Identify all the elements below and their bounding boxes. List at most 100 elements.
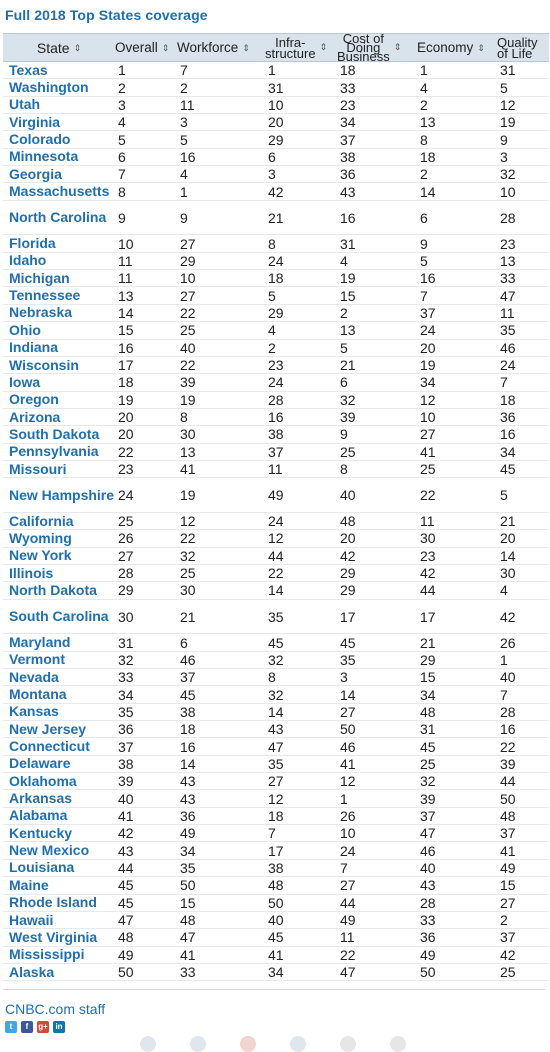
linkedin-icon[interactable]: in [53, 1021, 65, 1033]
share-circle-icon[interactable] [190, 1036, 206, 1052]
google-plus-icon[interactable]: g+ [37, 1021, 49, 1033]
state-name-link[interactable]: South Dakota [9, 425, 100, 442]
state-name-link[interactable]: South Carolina [9, 608, 109, 624]
rank-cell: 9 [340, 426, 348, 443]
state-name-link[interactable]: Rhode Island [9, 894, 97, 911]
state-name-link[interactable]: Ohio [9, 321, 41, 338]
rank-cell: 27 [118, 547, 134, 564]
rank-cell: 39 [500, 755, 516, 772]
rank-cell: 38 [180, 703, 196, 720]
state-name-link[interactable]: Montana [9, 686, 67, 703]
state-name-link[interactable]: Texas [9, 61, 48, 78]
sort-icon[interactable]: ⇕ [393, 42, 402, 52]
state-name-link[interactable]: Oklahoma [9, 772, 77, 789]
sort-icon[interactable]: ⇕ [477, 42, 485, 53]
footer-divider [3, 989, 546, 990]
column-header-cost-of-doing-business[interactable]: Cost of Doing Business⇕ [337, 34, 417, 62]
state-name-link[interactable]: Delaware [9, 755, 71, 772]
state-name-link[interactable]: New Mexico [9, 842, 90, 859]
state-name-link[interactable]: Wisconsin [9, 356, 79, 373]
state-name-link[interactable]: Louisiana [9, 859, 75, 876]
share-circle-icon[interactable] [140, 1036, 156, 1052]
rank-cell: 34 [500, 443, 516, 460]
state-name-link[interactable]: Maryland [9, 634, 71, 651]
rank-cell: 7 [420, 287, 428, 304]
state-name-link[interactable]: Iowa [9, 373, 41, 390]
state-name-link[interactable]: New Jersey [9, 720, 87, 737]
state-name-link[interactable]: Kansas [9, 703, 59, 720]
rank-cell: 50 [118, 964, 134, 981]
share-circle-icon[interactable] [240, 1036, 256, 1052]
rank-cell: 45 [500, 461, 516, 478]
share-circle-icon[interactable] [340, 1036, 356, 1052]
state-name-link[interactable]: Idaho [9, 252, 47, 269]
state-name-link[interactable]: Virginia [9, 113, 61, 130]
share-circle-icon[interactable] [390, 1036, 406, 1052]
state-name-link[interactable]: Utah [9, 96, 41, 113]
state-name-link[interactable]: Tennessee [9, 287, 81, 304]
rank-cell: 18 [500, 391, 516, 408]
rank-cell: 41 [420, 443, 436, 460]
twitter-icon[interactable]: t [5, 1021, 17, 1033]
state-name-link[interactable]: Michigan [9, 269, 70, 286]
rank-cell: 23 [118, 461, 134, 478]
state-name-link[interactable]: Pennsylvania [9, 443, 99, 460]
state-name-link[interactable]: Maine [9, 876, 49, 893]
state-name-link[interactable]: Arizona [9, 408, 61, 425]
state-name-link[interactable]: Massachusetts [9, 183, 110, 200]
column-header-economy[interactable]: Economy ⇕ [417, 34, 497, 62]
state-name-link[interactable]: Georgia [9, 165, 62, 182]
state-name-link[interactable]: Nevada [9, 668, 59, 685]
state-name-link[interactable]: New Hampshire [9, 486, 115, 503]
rank-cell: 6 [340, 374, 348, 391]
rank-cell: 49 [118, 946, 134, 963]
rank-cell: 5 [268, 287, 276, 304]
state-name-link[interactable]: Kentucky [9, 824, 73, 841]
share-circle-icon[interactable] [290, 1036, 306, 1052]
state-name-link[interactable]: Illinois [9, 564, 54, 581]
state-name-link[interactable]: Mississippi [9, 946, 85, 963]
state-name-link[interactable]: Vermont [9, 651, 66, 668]
state-name-link[interactable]: North Dakota [9, 581, 97, 598]
state-name-link[interactable]: Oregon [9, 391, 59, 408]
state-name-link[interactable]: North Carolina [9, 209, 107, 226]
column-header-overall[interactable]: Overall ⇕ [115, 34, 177, 62]
table-header-row: State ⇕ Overall ⇕ Workforce ⇕ Infra- struct… [3, 33, 549, 62]
rank-cell: 47 [118, 912, 134, 929]
rank-cell: 36 [118, 721, 134, 738]
state-name-link[interactable]: Colorado [9, 131, 71, 148]
column-header-workforce[interactable]: Workforce ⇕ [177, 34, 265, 62]
rank-cell: 28 [500, 209, 516, 226]
column-header-infrastructure[interactable]: Infra- structure ⇕ [265, 34, 337, 62]
rank-cell: 22 [180, 357, 196, 374]
facebook-icon[interactable]: f [21, 1021, 33, 1033]
state-name-link[interactable]: New York [9, 547, 72, 564]
rank-cell: 17 [118, 357, 134, 374]
state-name-link[interactable]: Hawaii [9, 911, 54, 928]
state-name-link[interactable]: Connecticut [9, 738, 90, 755]
rank-cell: 18 [268, 807, 284, 824]
state-name-link[interactable]: Missouri [9, 460, 67, 477]
sort-icon[interactable]: ⇕ [73, 42, 82, 53]
state-name-link[interactable]: Alaska [9, 963, 55, 980]
sort-icon[interactable]: ⇕ [319, 42, 328, 52]
sort-icon[interactable]: ⇕ [161, 42, 170, 53]
state-name-link[interactable]: Alabama [9, 807, 68, 824]
rank-cell: 2 [118, 79, 126, 96]
column-header-quality-of-life[interactable]: Quality of Life [497, 34, 549, 62]
state-name-link[interactable]: Washington [9, 79, 89, 96]
state-name-link[interactable]: Arkansas [9, 790, 73, 807]
rank-cell: 44 [340, 894, 356, 911]
column-header-state[interactable]: State ⇕ [3, 34, 115, 62]
state-name-link[interactable]: California [9, 512, 74, 529]
state-name-link[interactable]: Nebraska [9, 304, 73, 321]
rank-cell: 32 [268, 686, 284, 703]
state-name-link[interactable]: West Virginia [9, 928, 98, 945]
author-byline[interactable]: CNBC.com staff [5, 1001, 106, 1017]
state-name-link[interactable]: Florida [9, 235, 56, 252]
rank-cell: 44 [500, 773, 516, 790]
sort-icon[interactable]: ⇕ [242, 42, 250, 53]
state-name-link[interactable]: Minnesota [9, 148, 79, 165]
state-name-link[interactable]: Wyoming [9, 529, 72, 546]
state-name-link[interactable]: Indiana [9, 339, 59, 356]
